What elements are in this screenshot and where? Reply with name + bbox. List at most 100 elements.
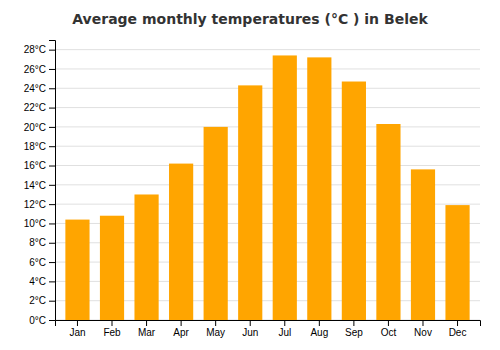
- x-tick-mark: [422, 320, 423, 326]
- x-tick-label: Sep: [345, 327, 363, 338]
- y-tick-label: 0°C: [29, 315, 46, 326]
- bar: [273, 55, 297, 320]
- bar: [411, 169, 435, 320]
- y-tick-mark: [49, 146, 55, 147]
- grid-line: [55, 126, 480, 127]
- y-tick-label: 16°C: [24, 160, 46, 171]
- y-tick-mark: [49, 88, 55, 89]
- y-tick-label: 24°C: [24, 83, 46, 94]
- plot: 0°C 2°C 4°C 6°C 8°C 10°C 12°C 14°C 16°C 18°C 20°C 2…: [24, 41, 481, 339]
- x-tick-label: Nov: [414, 327, 432, 338]
- y-tick: 2°C: [29, 295, 55, 306]
- bar: [445, 205, 469, 320]
- y-tick-label: 2°C: [29, 295, 46, 306]
- chart: 0°C 2°C 4°C 6°C 8°C 10°C 12°C 14°C 16°C 18°C 20°C 2…: [0, 0, 500, 350]
- x-tick: Oct: [381, 320, 397, 338]
- y-tick: 26°C: [24, 64, 55, 75]
- grid: [55, 50, 480, 320]
- x-tick-label: Jan: [69, 327, 85, 338]
- y-tick-label: 6°C: [29, 257, 46, 268]
- grid-line: [55, 165, 480, 166]
- x-tick: Jan: [69, 320, 85, 338]
- y-tick: 22°C: [24, 102, 55, 113]
- x-tick-mark: [250, 320, 251, 326]
- x-axis: Jan Feb Mar Apr May Jun Jul Aug Sep Oct Nov Dec: [56, 320, 481, 338]
- x-tick-mark: [77, 320, 78, 326]
- y-tick-label: 26°C: [24, 64, 46, 75]
- y-tick: 24°C: [24, 83, 55, 94]
- x-tick-mark: [353, 320, 354, 326]
- x-tick: Feb: [103, 320, 121, 338]
- y-tick: 4°C: [29, 276, 55, 287]
- y-tick: 28°C: [24, 44, 55, 55]
- x-axis-line: [56, 321, 481, 327]
- y-axis-line: [49, 41, 56, 321]
- x-tick-label: Dec: [449, 327, 467, 338]
- bar: [376, 124, 400, 320]
- y-tick-label: 18°C: [24, 141, 46, 152]
- x-tick-label: Apr: [173, 327, 189, 338]
- y-tick: 6°C: [29, 257, 55, 268]
- x-tick: Nov: [414, 320, 432, 338]
- y-tick-mark: [49, 281, 55, 282]
- x-tick-mark: [112, 320, 113, 326]
- x-tick-label: Aug: [310, 327, 328, 338]
- y-axis: 0°C 2°C 4°C 6°C 8°C 10°C 12°C 14°C 16°C 18°C 20°C 2…: [24, 41, 56, 326]
- y-tick: 0°C: [29, 315, 55, 326]
- y-tick-mark: [49, 185, 55, 186]
- y-tick-mark: [49, 166, 55, 167]
- y-tick-mark: [49, 69, 55, 70]
- y-tick-label: 12°C: [24, 199, 46, 210]
- y-tick: 12°C: [24, 199, 55, 210]
- x-tick: Apr: [173, 320, 189, 338]
- y-tick: 16°C: [24, 160, 55, 171]
- x-tick-label: Mar: [138, 327, 156, 338]
- x-tick: Aug: [310, 320, 328, 338]
- x-tick: Jul: [278, 320, 291, 338]
- x-tick-mark: [284, 320, 285, 326]
- x-tick-mark: [146, 320, 147, 326]
- x-tick: Dec: [449, 320, 467, 338]
- x-tick: Sep: [345, 320, 363, 338]
- x-tick-mark: [388, 320, 389, 326]
- y-tick-mark: [49, 320, 55, 321]
- bar: [100, 216, 124, 320]
- grid-line: [55, 88, 480, 89]
- y-tick-mark: [49, 108, 55, 109]
- bar: [342, 82, 366, 320]
- y-tick-mark: [49, 301, 55, 302]
- x-tick-mark: [215, 320, 216, 326]
- y-tick-label: 14°C: [24, 180, 46, 191]
- y-tick: 8°C: [29, 237, 55, 248]
- x-tick: Jun: [242, 320, 258, 338]
- y-tick-label: 28°C: [24, 44, 46, 55]
- x-tick-label: May: [206, 327, 225, 338]
- x-tick-label: Oct: [381, 327, 397, 338]
- x-tick-label: Feb: [103, 327, 121, 338]
- y-tick-label: 20°C: [24, 122, 46, 133]
- y-tick: 20°C: [24, 122, 55, 133]
- y-tick-mark: [49, 50, 55, 51]
- bar: [65, 220, 89, 320]
- y-tick-label: 8°C: [29, 237, 46, 248]
- y-tick: 18°C: [24, 141, 55, 152]
- bar: [134, 194, 158, 320]
- grid-line: [55, 68, 480, 69]
- title: Average monthly temperatures (°C ) in Be…: [72, 11, 428, 27]
- y-tick-label: 22°C: [24, 102, 46, 113]
- y-tick-mark: [49, 127, 55, 128]
- grid-line: [55, 146, 480, 147]
- bars: [65, 55, 469, 320]
- y-tick-mark: [49, 204, 55, 205]
- x-tick-mark: [457, 320, 458, 326]
- bar: [169, 164, 193, 320]
- y-tick-label: 4°C: [29, 276, 46, 287]
- y-tick-mark: [49, 243, 55, 244]
- y-tick-label: 10°C: [24, 218, 46, 229]
- grid-line: [55, 107, 480, 108]
- x-tick-mark: [181, 320, 182, 326]
- x-tick-label: Jul: [278, 327, 291, 338]
- x-tick: Mar: [138, 320, 156, 338]
- bar: [307, 57, 331, 320]
- x-tick-label: Jun: [242, 327, 258, 338]
